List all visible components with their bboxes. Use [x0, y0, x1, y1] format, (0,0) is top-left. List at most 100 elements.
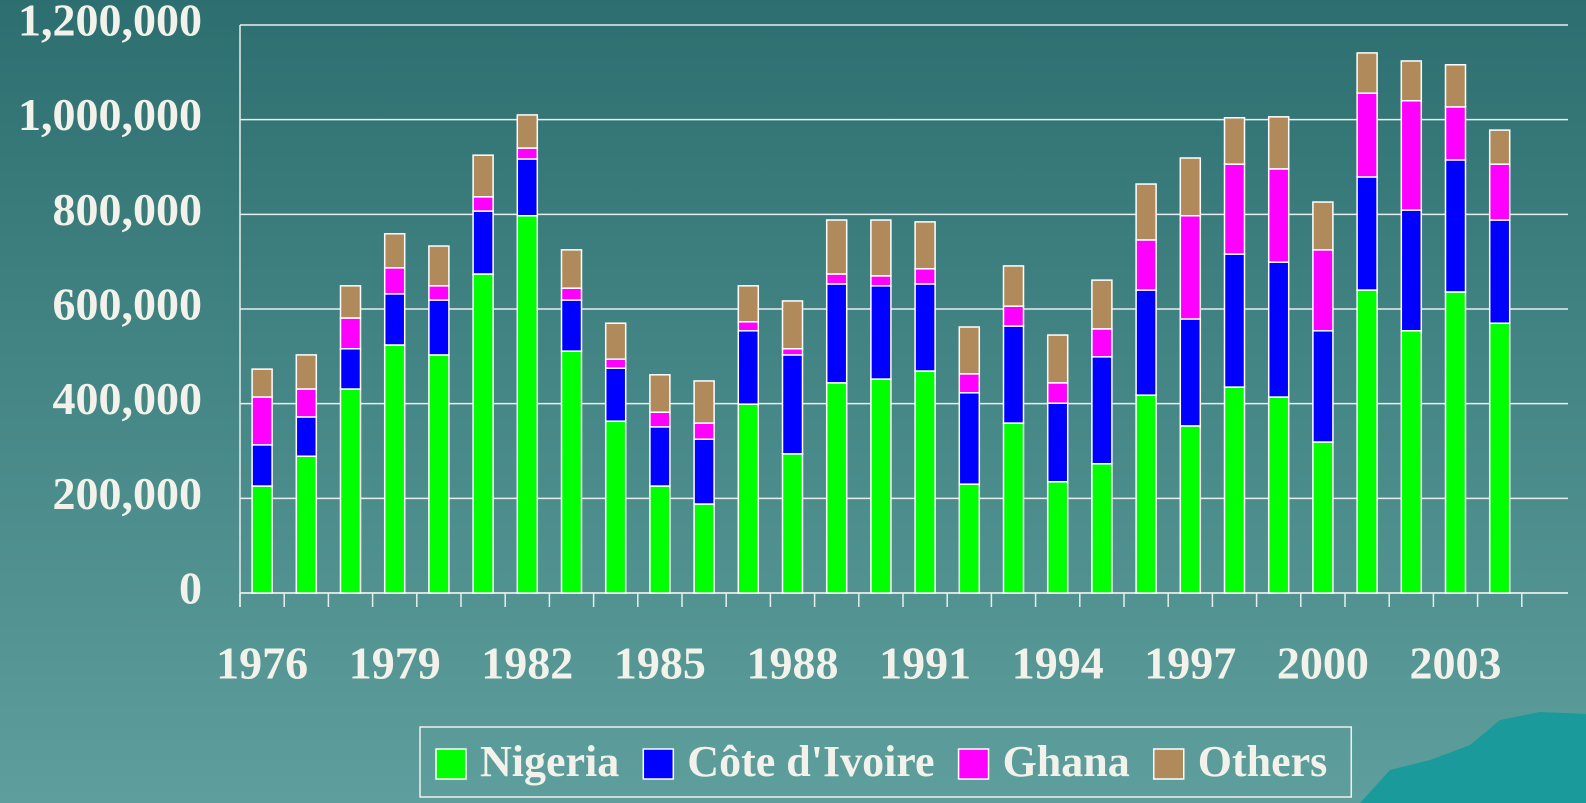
x-tick-label: 1976	[216, 638, 308, 689]
bar-segment	[1091, 463, 1113, 594]
bar-segment	[251, 368, 273, 398]
bar-segment	[1135, 289, 1157, 396]
bar-segment	[1002, 422, 1025, 594]
bar-segment	[1223, 163, 1246, 255]
bar-segment	[472, 154, 494, 198]
y-tick-label: 0	[179, 563, 202, 614]
x-tick-label: 1982	[481, 638, 573, 689]
bar-segment	[1400, 60, 1423, 102]
bar-segment	[649, 411, 671, 428]
bar-segment	[737, 321, 760, 332]
bar-segment	[1267, 261, 1290, 398]
bar-segment	[1488, 322, 1511, 594]
bar-segment	[428, 245, 450, 287]
x-tick-label: 1997	[1144, 638, 1236, 689]
bar-segment	[1223, 117, 1246, 165]
legend-swatch	[642, 748, 675, 780]
x-tick-label: 1985	[614, 638, 706, 689]
bar-segment	[825, 273, 848, 285]
bar-segment	[383, 267, 406, 295]
bar-segment	[1267, 396, 1290, 594]
bar-segment	[251, 444, 273, 487]
bar-segment	[383, 232, 406, 269]
bar-segment	[825, 283, 848, 384]
bar-segment	[1267, 168, 1290, 263]
bar-segment	[1179, 318, 1202, 427]
bar-segment	[1488, 163, 1511, 221]
x-tick-label: 1979	[349, 638, 441, 689]
bar-segment	[251, 396, 273, 446]
bar-segment	[1267, 116, 1290, 170]
bar-segment	[870, 275, 892, 287]
bar-segment	[428, 285, 450, 301]
bar-segment	[781, 300, 804, 350]
bar-segment	[1444, 291, 1467, 594]
bar-segment	[825, 219, 848, 275]
bar-segment	[737, 403, 760, 594]
bar-segment	[914, 221, 936, 270]
bar-segment	[295, 388, 318, 418]
legend-label: Others	[1198, 737, 1328, 786]
bar-segment	[958, 326, 981, 375]
x-tick-label: 1988	[747, 638, 839, 689]
bar-segment	[1046, 481, 1069, 594]
bar-segment	[693, 503, 715, 594]
bar-segment	[604, 367, 627, 422]
legend-label: Côte d'Ivoire	[687, 737, 934, 786]
bar-segment	[825, 382, 848, 594]
bar-segment	[1135, 239, 1157, 291]
bar-segment	[958, 392, 981, 485]
bar-segment	[560, 299, 583, 352]
bar-segment	[870, 378, 892, 594]
y-tick-label: 1,200,000	[18, 0, 202, 46]
bar-segment	[870, 219, 892, 277]
bar-segment	[1312, 441, 1334, 594]
bar-segment	[693, 422, 715, 440]
bar-segment	[428, 299, 450, 356]
bar-segment	[516, 158, 539, 217]
bar-segment	[649, 426, 671, 487]
bar-segment	[1400, 99, 1423, 211]
bar-segment	[1179, 157, 1202, 217]
legend-label: Ghana	[1003, 737, 1130, 786]
bar-segment	[1002, 265, 1025, 307]
bar-segment	[1312, 249, 1334, 332]
bar-segment	[737, 330, 760, 405]
x-tick-label: 2000	[1277, 638, 1369, 689]
bar-segment	[737, 285, 760, 323]
bar-segment	[1444, 159, 1467, 293]
bar-segment	[693, 380, 715, 424]
bar-segment	[1356, 52, 1378, 94]
bar-segment	[428, 354, 450, 594]
legend-swatch	[435, 748, 467, 780]
bar-segment	[781, 354, 804, 455]
bar-segment	[914, 268, 936, 285]
bar-segment	[781, 453, 804, 594]
bar-segment	[516, 215, 539, 594]
bar-segment	[1135, 183, 1157, 241]
bar-segment	[339, 388, 362, 594]
bar-segment	[560, 249, 583, 289]
x-tick-label: 1994	[1012, 638, 1104, 689]
bar-segment	[604, 420, 627, 594]
bar-segment	[1356, 289, 1378, 594]
bar-segment	[1312, 201, 1334, 251]
bar-segment	[472, 196, 494, 212]
x-tick-label: 2003	[1410, 638, 1502, 689]
bar-segment	[1400, 330, 1423, 594]
bar-segment	[1046, 402, 1069, 483]
bar-segment	[339, 317, 362, 350]
bar-segment	[339, 348, 362, 390]
bar-segment	[914, 283, 936, 372]
legend-swatch	[957, 748, 990, 780]
bar-segment	[1046, 382, 1069, 404]
bar-segment	[1356, 176, 1378, 291]
bar-segment	[295, 416, 318, 457]
bar-segment	[1223, 386, 1246, 594]
bar-segment	[295, 354, 318, 390]
bar-segment	[560, 350, 583, 594]
bar-segment	[1091, 328, 1113, 358]
bar-segment	[383, 293, 406, 346]
y-tick-label: 600,000	[53, 279, 203, 330]
bar-segment	[604, 322, 627, 360]
